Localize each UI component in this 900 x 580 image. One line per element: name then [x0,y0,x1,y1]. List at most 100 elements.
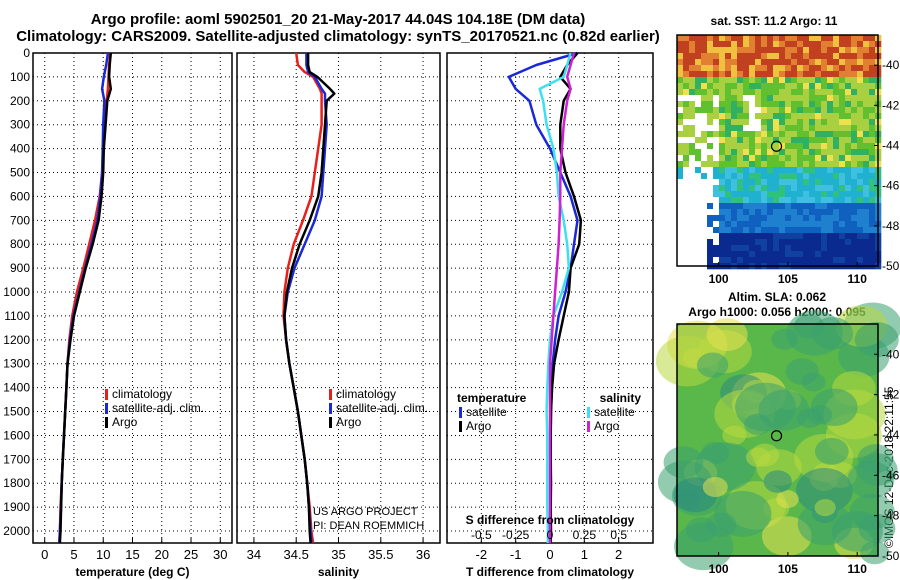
sst-cell [779,107,786,114]
sst-cell [779,149,786,156]
sst-cell [869,251,876,258]
sst-cell [683,83,690,90]
sst-cell [785,71,792,78]
sst-cell [785,233,792,240]
sst-cell [707,137,714,144]
sst-cell [851,203,858,210]
sst-cell [797,239,804,246]
sst-cell [773,173,780,180]
sst-cell [677,77,684,84]
sst-cell [869,113,876,120]
sst-cell [707,131,714,138]
sst-cell [815,89,822,96]
sst-cell [779,89,786,96]
sst-cell [701,203,708,210]
sst-cell [797,215,804,222]
sst-cell [839,179,846,186]
sst-cell [689,143,696,150]
sst-cell [695,77,702,84]
sst-cell [791,221,798,228]
sst-cell [797,149,804,156]
sst-cell [803,233,810,240]
sst-cell [803,59,810,66]
sst-cell [863,173,870,180]
sst-cell [737,89,744,96]
sst-cell [683,179,690,186]
sst-cell [803,119,810,126]
sst-cell [749,251,756,258]
sst-cell [719,239,726,246]
sst-cell [827,59,834,66]
temperature-xtick-label-2: 10 [96,547,110,562]
sst-cell [731,41,738,48]
sst-cell [809,107,816,114]
sst-cell [689,119,696,126]
sst-cell [731,137,738,144]
sst-cell [719,179,726,186]
sst-cell [725,125,732,132]
sst-cell [791,89,798,96]
sst-cell [773,161,780,168]
sst-cell [845,251,852,258]
sst-cell [719,65,726,72]
sst-cell [839,113,846,120]
sst-cell [821,149,828,156]
sst-cell [797,233,804,240]
sst-cell [827,203,834,210]
sst-cell [821,119,828,126]
sst-cell [857,137,864,144]
sst-cell [695,125,702,132]
sst-cell [773,107,780,114]
sst-cell [737,221,744,228]
sst-cell [821,137,828,144]
sst-cell [803,227,810,234]
sla-map-ytick-label-4: -48 [882,509,900,523]
sst-cell [755,251,762,258]
sst-cell [743,95,750,102]
sst-cell [839,155,846,162]
sst-cell [737,53,744,60]
sst-cell [755,149,762,156]
sst-cell [731,47,738,54]
sst-cell [725,203,732,210]
sst-cell [791,197,798,204]
sst-cell [833,143,840,150]
sst-cell [683,197,690,204]
sst-cell [707,203,714,210]
sst-cell [779,191,786,198]
sst-cell [701,35,708,42]
sst-cell [821,89,828,96]
sst-cell [773,125,780,132]
sst-cell [701,107,708,114]
sst-cell [869,203,876,210]
sst-cell [803,125,810,132]
sst-cell [833,77,840,84]
sst-cell [713,221,720,228]
sst-cell [815,149,822,156]
sst-cell [851,239,858,246]
sst-cell [863,215,870,222]
sst-cell [677,173,684,180]
sst-cell [869,167,876,174]
sst-cell [749,173,756,180]
sst-cell [851,71,858,78]
sst-cell [821,35,828,42]
sst-cell [809,89,816,96]
sst-cell [797,203,804,210]
sst-cell [839,209,846,216]
temperature-xtick-label-4: 20 [155,547,169,562]
sst-cell [809,71,816,78]
sst-cell [815,155,822,162]
sst-cell [803,245,810,252]
sst-cell [683,233,690,240]
sst-cell [701,47,708,54]
sst-cell [761,53,768,60]
sst-cell [785,191,792,198]
sst-cell [827,167,834,174]
sst-cell [809,101,816,108]
sst-cell [791,245,798,252]
sst-cell [797,77,804,84]
sst-cell [785,143,792,150]
depth-tick-label-3: 300 [10,118,30,132]
sst-cell [803,221,810,228]
